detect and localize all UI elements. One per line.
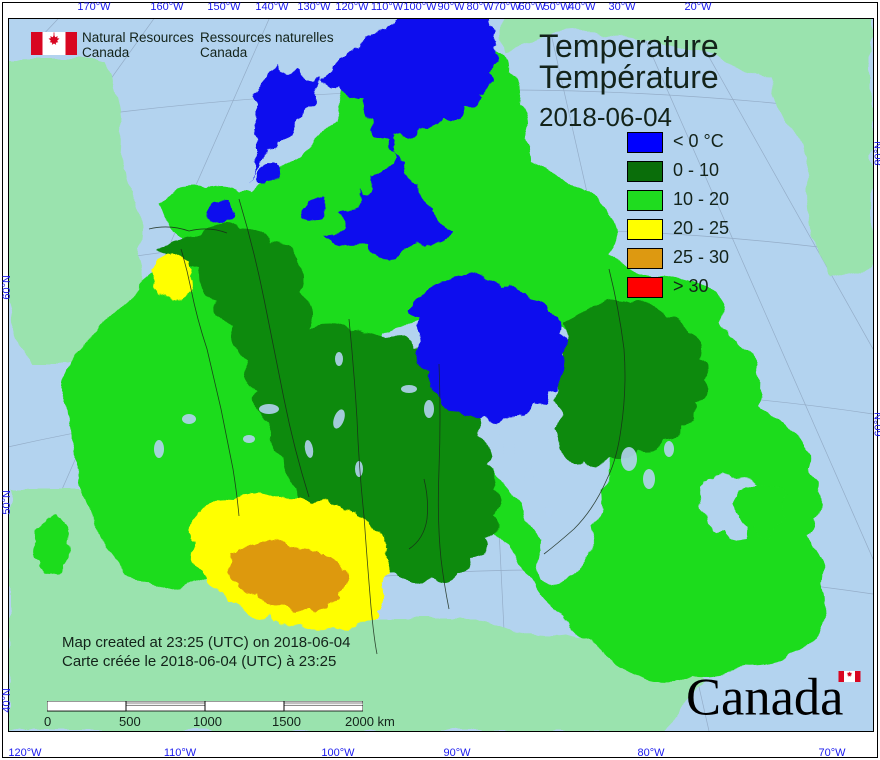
svg-text:Canada: Canada (686, 669, 843, 727)
